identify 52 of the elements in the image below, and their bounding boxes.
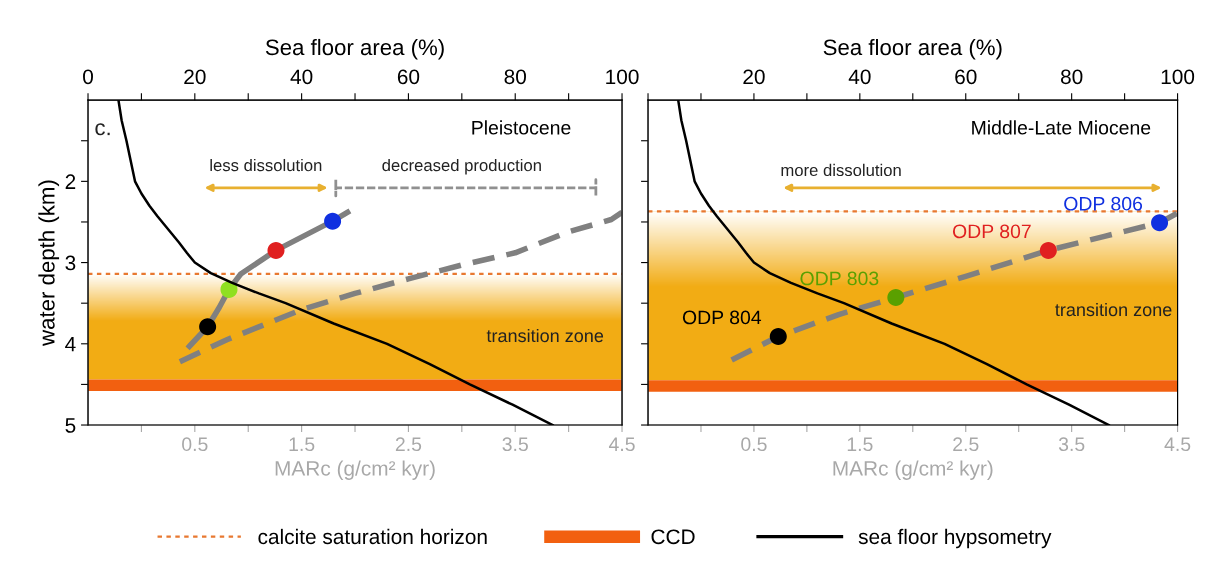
- legend-label: sea floor hypsometry: [858, 528, 1052, 549]
- text: Middle-Late Miocene: [972, 120, 1151, 135]
- annotation: ODP 807: [952, 224, 1031, 239]
- x2-tick-label: 100: [1161, 69, 1195, 85]
- point: [887, 289, 905, 307]
- annotation: transition zone: [1055, 302, 1172, 317]
- y-tick-label: 2: [65, 174, 76, 189]
- x2-tick-label: 60: [955, 69, 977, 85]
- annotation: transition zone: [486, 328, 604, 343]
- y-tick-label: 4: [65, 337, 76, 352]
- y-tick-label: 5: [65, 418, 76, 433]
- point: [769, 327, 787, 345]
- annotation: ODP 803: [800, 271, 879, 286]
- x2-tick-label: 40: [290, 69, 313, 85]
- x2-tick-label: 40: [848, 69, 871, 85]
- x-tick-label: 1.5: [847, 437, 873, 452]
- legend-label: calcite saturation horizon: [258, 528, 487, 545]
- x-tick-label: 2.5: [953, 437, 979, 452]
- x-tick-label: 4.5: [608, 437, 635, 452]
- x2-tick-label: 20: [184, 69, 206, 85]
- annotation: less dissolution: [210, 158, 322, 172]
- x2-tick-label: 80: [1060, 69, 1083, 85]
- annotation: ODP 806: [1064, 196, 1143, 211]
- x2-tick-label: 80: [504, 69, 526, 85]
- x-tick-label: 3.5: [1058, 437, 1085, 452]
- x2-axis-title: Sea floor area (%): [823, 38, 1002, 60]
- point: [1039, 241, 1057, 259]
- x-axis-title: MARc (g/cm² kyr): [833, 460, 993, 480]
- annotation: decreased production: [382, 158, 541, 175]
- annotation: more dissolution: [781, 163, 901, 177]
- point: [267, 241, 285, 259]
- x-tick-label: 3.5: [502, 437, 528, 452]
- annotation: c.: [95, 123, 110, 136]
- point: [1151, 214, 1169, 232]
- y-tick-label: 3: [65, 255, 76, 271]
- x2-tick-label: 0: [83, 69, 93, 85]
- legend-label: CCD: [651, 529, 695, 545]
- x2-tick-label: 20: [743, 69, 765, 85]
- y-axis-title: water depth (km): [38, 180, 60, 346]
- x-tick-label: 1.5: [289, 437, 315, 452]
- x2-tick-label: 100: [606, 69, 639, 85]
- x-axis-title: MARc (g/cm² kyr): [275, 460, 435, 480]
- text: Pleistocene: [472, 120, 571, 135]
- x2-tick-label: 60: [397, 69, 420, 85]
- x-tick-label: 2.5: [395, 437, 422, 452]
- point: [199, 318, 217, 336]
- x-tick-label: 0.5: [741, 437, 767, 452]
- x-tick-label: 4.5: [1164, 437, 1191, 452]
- annotation: ODP 804: [682, 310, 762, 325]
- x-tick-label: 0.5: [182, 437, 208, 452]
- point: [324, 212, 342, 230]
- x2-axis-title: Sea floor area (%): [265, 38, 444, 60]
